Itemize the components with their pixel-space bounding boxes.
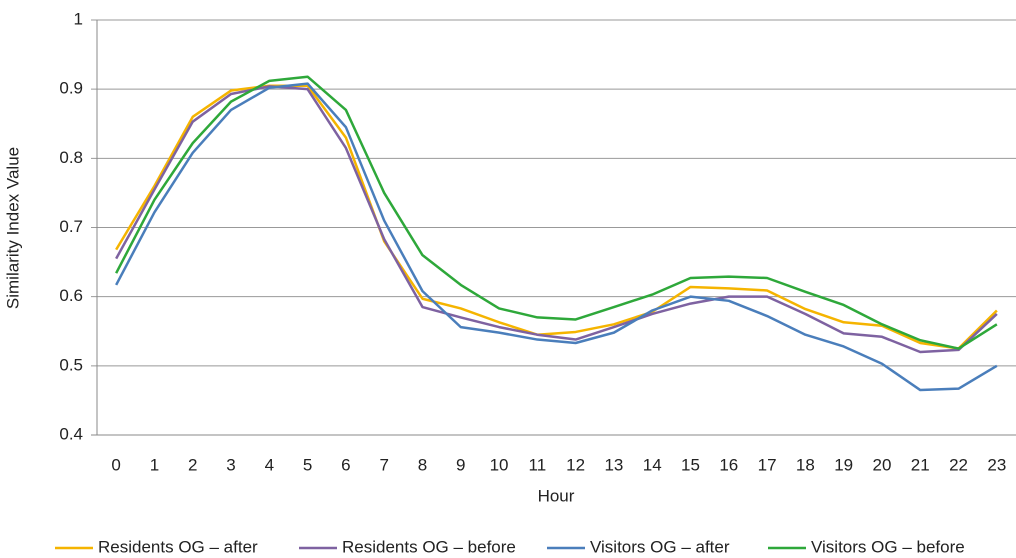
x-tick-label: 11: [529, 455, 547, 474]
y-tick-label: 0.6: [59, 286, 83, 305]
x-tick-label: 17: [758, 455, 777, 474]
legend-label: Visitors OG – before: [811, 537, 965, 556]
legend-label: Residents OG – after: [98, 537, 258, 556]
x-tick-label: 1: [150, 455, 159, 474]
x-tick-label: 14: [643, 455, 662, 474]
series-line: [115, 75, 998, 350]
x-tick-label: 8: [418, 455, 427, 474]
x-tick-label: 22: [949, 455, 968, 474]
x-tick-label: 23: [987, 455, 1006, 474]
x-tick-label: 9: [456, 455, 465, 474]
x-tick-label: 19: [834, 455, 853, 474]
x-tick-label: 7: [379, 455, 388, 474]
y-tick-label: 1: [74, 9, 83, 28]
x-tick-label: 18: [796, 455, 815, 474]
legend-label: Visitors OG – after: [590, 537, 730, 556]
x-tick-label: 4: [265, 455, 274, 474]
y-tick-label: 0.9: [59, 79, 83, 98]
x-tick-label: 15: [681, 455, 700, 474]
x-tick-label: 5: [303, 455, 312, 474]
y-tick-label: 0.7: [59, 217, 83, 236]
series-line: [115, 85, 998, 354]
x-tick-label: 3: [226, 455, 235, 474]
x-tick-label: 6: [341, 455, 350, 474]
x-tick-label: 0: [111, 455, 120, 474]
x-axis-label: Hour: [538, 486, 575, 505]
series-line: [115, 82, 998, 392]
x-tick-label: 20: [873, 455, 892, 474]
x-tick-label: 10: [490, 455, 509, 474]
y-tick-label: 0.8: [59, 148, 83, 167]
x-tick-label: 12: [566, 455, 585, 474]
x-tick-label: 13: [604, 455, 623, 474]
y-axis-label: Similarity Index Value: [3, 147, 22, 309]
x-tick-label: 2: [188, 455, 197, 474]
series-line: [115, 84, 998, 350]
legend-label: Residents OG – before: [342, 537, 516, 556]
y-tick-label: 0.4: [59, 424, 83, 443]
x-tick-label: 16: [719, 455, 738, 474]
y-tick-label: 0.5: [59, 355, 83, 374]
x-tick-label: 21: [911, 455, 930, 474]
